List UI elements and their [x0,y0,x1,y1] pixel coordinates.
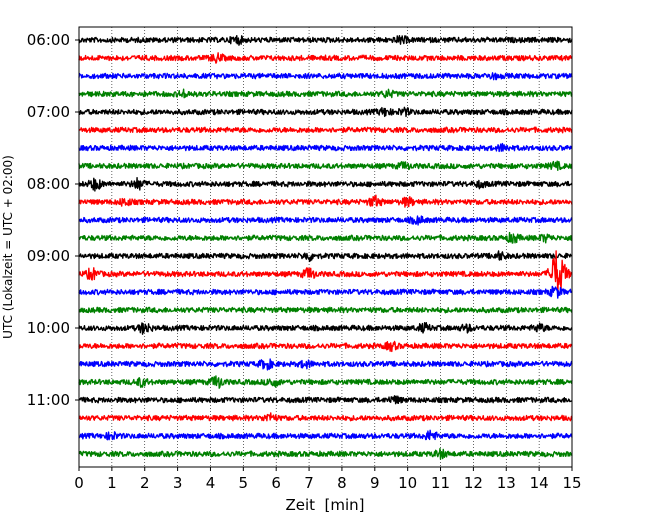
trace-0830 [78,215,573,226]
x-tick-label: 9 [370,474,380,492]
x-tick-label: 7 [304,474,314,492]
trace-1000 [78,321,573,335]
x-tick-label: 0 [74,474,84,492]
x-tick-label: 13 [497,474,516,492]
x-axis: 0 1 2 3 4 5 6 7 8 9 10 11 12 13 14 15 [74,467,582,492]
plot-area-frame [78,26,573,468]
trace-0900 [78,250,573,263]
y-tick-label: 10:00 [27,319,70,337]
trace-1145 [78,447,573,460]
trace-0845 [78,231,573,244]
trace-0630 [78,72,573,81]
x-tick-label: 15 [562,474,581,492]
x-tick-label: 2 [140,474,150,492]
x-tick-label: 3 [173,474,183,492]
y-axis: 06:00 07:00 08:00 09:00 10:00 11:00 [27,31,79,409]
trace-0930 [78,285,573,299]
x-tick-label: 4 [206,474,216,492]
x-tick-label: 11 [431,474,450,492]
trace-0730 [78,142,573,153]
trace-1045 [78,375,573,389]
x-tick-label: 8 [337,474,347,492]
y-tick-label: 06:00 [27,31,70,49]
y-axis-label: UTC (Lokalzeit = UTC + 02:00) [1,155,15,339]
y-tick-label: 09:00 [27,247,70,265]
x-tick-label: 6 [271,474,281,492]
trace-1100 [78,395,573,405]
x-tick-label: 5 [239,474,249,492]
trace-0915 [78,250,573,296]
trace-1015 [78,340,573,353]
trace-0615 [78,52,573,64]
trace-0800 [78,176,573,192]
trace-1030 [78,358,573,371]
trace-1115 [78,412,573,422]
trace-0815 [78,194,573,208]
trace-1130 [78,429,573,441]
y-tick-label: 11:00 [27,391,70,409]
trace-0745 [78,160,573,171]
y-tick-label: 07:00 [27,103,70,121]
trace-0715 [78,126,573,134]
x-tick-label: 10 [398,474,417,492]
x-axis-label: Zeit [min] [285,496,364,514]
x-tick-label: 14 [530,474,549,492]
trace-0700 [78,106,573,118]
trace-0945 [78,306,573,314]
x-tick-label: 1 [107,474,117,492]
trace-0600 [78,34,573,46]
trace-layer [78,34,573,460]
x-tick-label: 12 [464,474,483,492]
trace-0645 [78,88,573,99]
y-tick-label: 08:00 [27,175,70,193]
